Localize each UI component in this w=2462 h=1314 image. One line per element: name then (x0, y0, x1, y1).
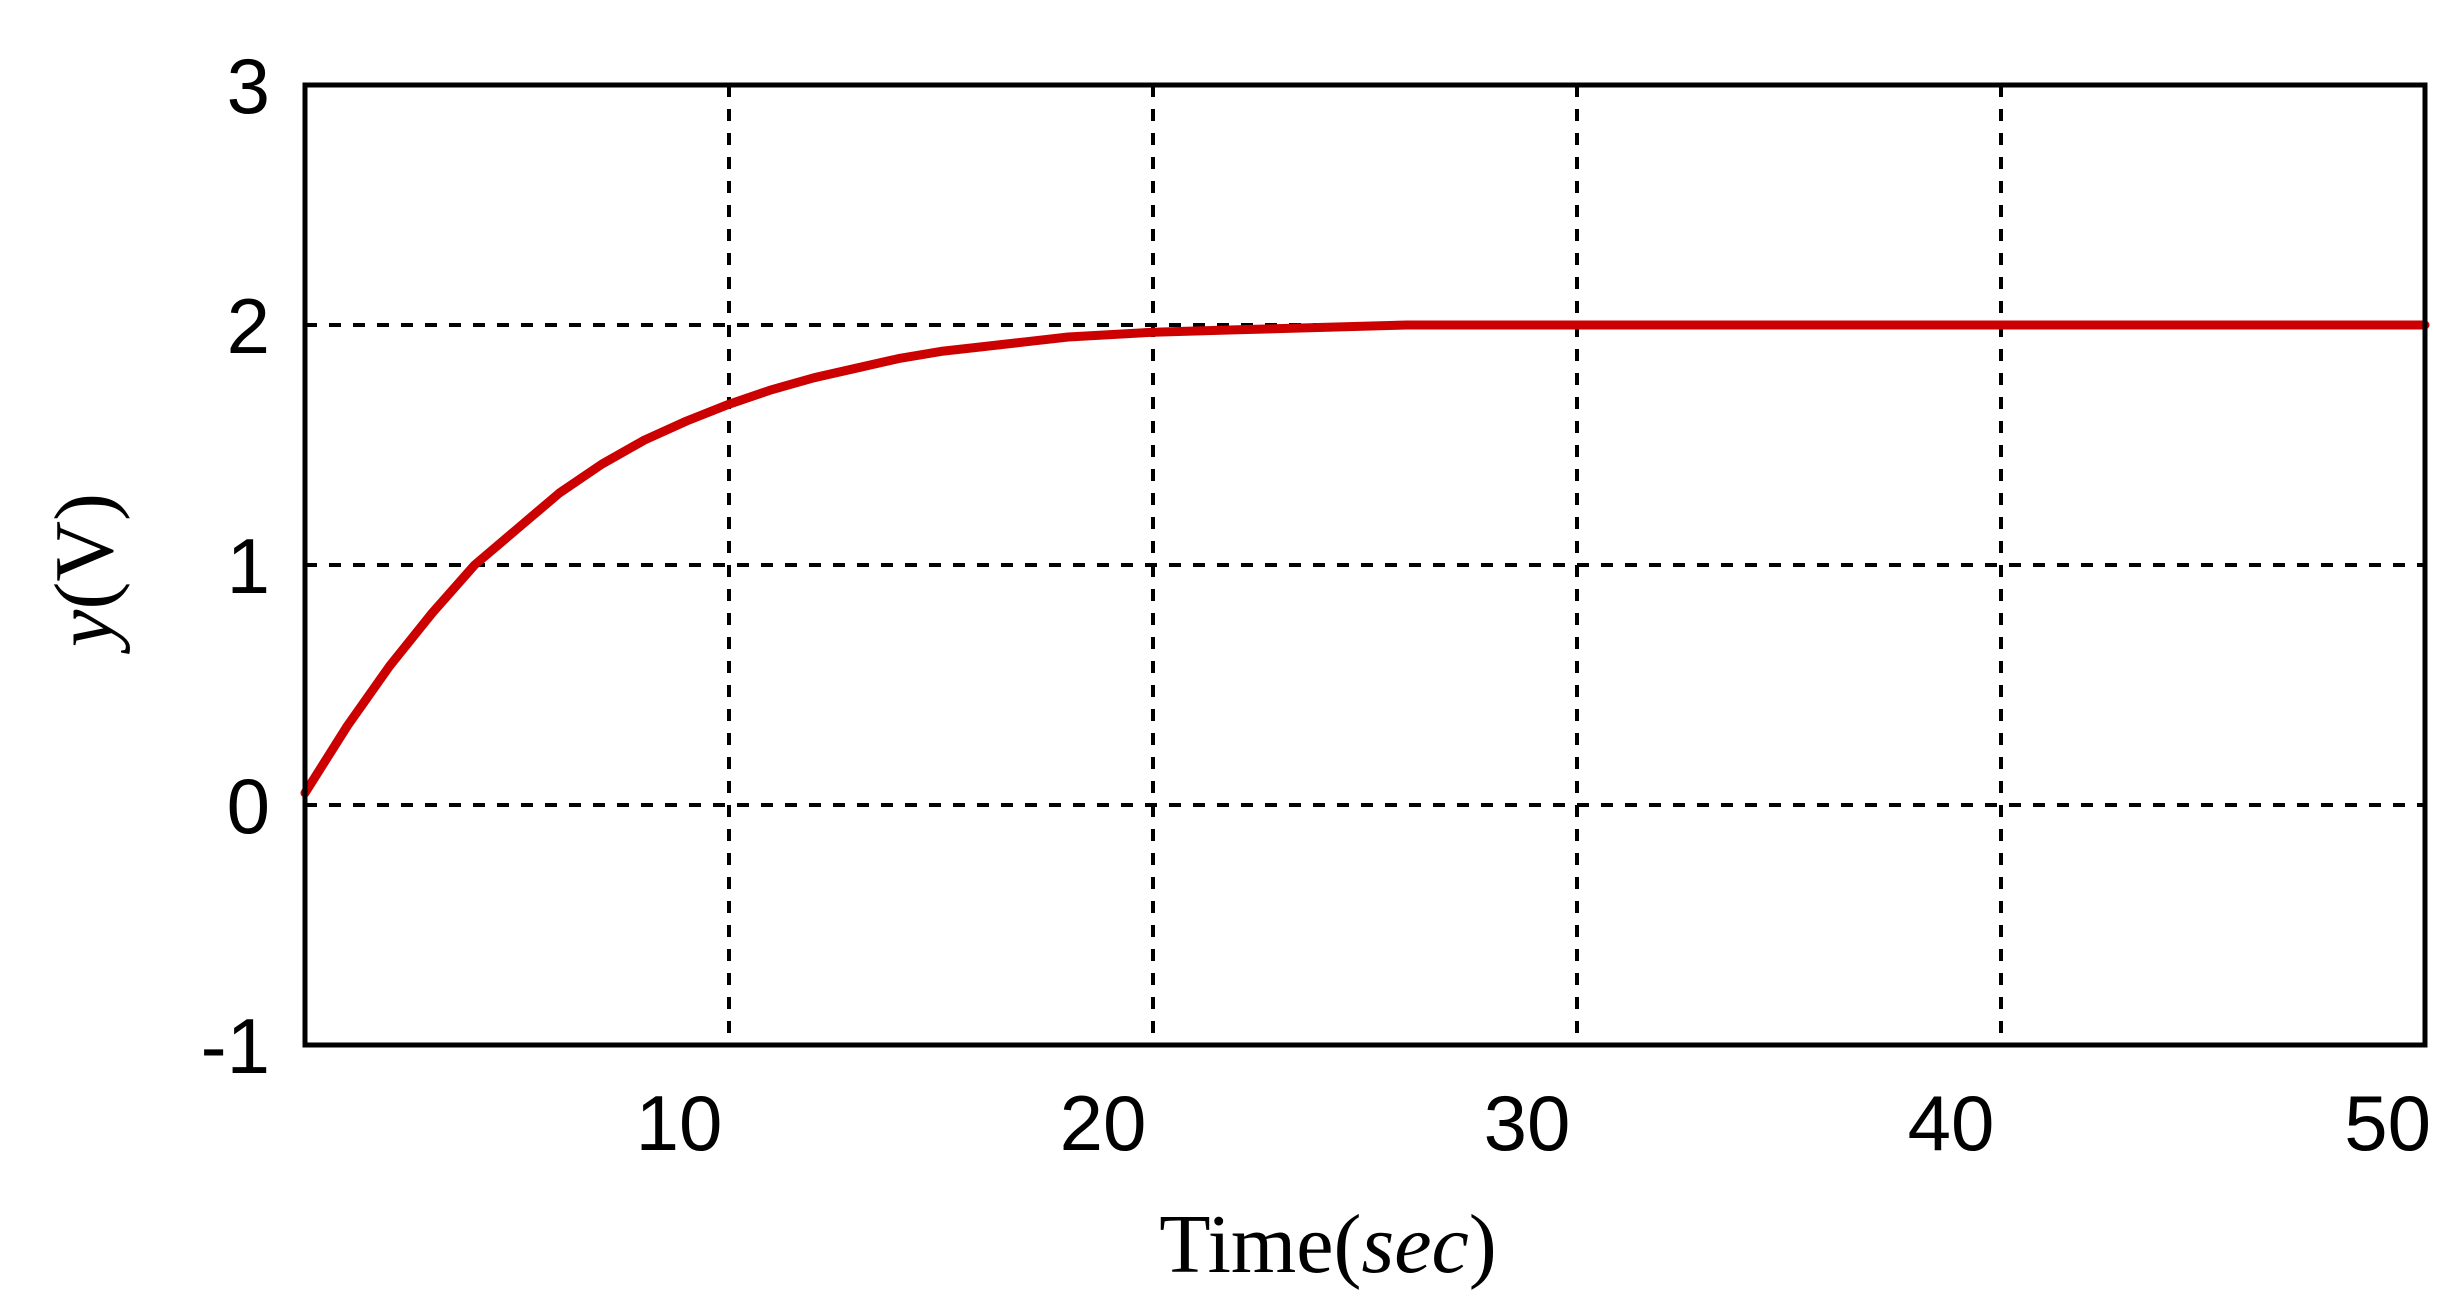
y-tick-label-0: -1 (201, 1002, 270, 1090)
y-tick-label-2: 1 (227, 522, 270, 610)
x-axis-label-close: ) (1469, 1198, 1497, 1291)
x-tick-label-4: 50 (2344, 1079, 2431, 1167)
tick-labels: 10 20 30 40 50 -1 0 1 2 3 (201, 42, 2431, 1167)
y-axis-label-unit: (V) (38, 493, 131, 610)
y-axis-label-main: y (38, 609, 131, 655)
y-tick-label-4: 3 (227, 42, 270, 130)
x-tick-label-3: 40 (1908, 1079, 1995, 1167)
x-tick-label-2: 30 (1484, 1079, 1571, 1167)
x-tick-label-1: 20 (1060, 1079, 1147, 1167)
y-axis-label: y(V) (38, 493, 131, 655)
x-axis-label: Time(sec) (1159, 1198, 1497, 1291)
y-tick-label-1: 0 (227, 762, 270, 850)
series-line-0 (300, 320, 2430, 798)
y-tick-label-3: 2 (227, 282, 270, 370)
x-axis-label-main: Time( (1159, 1198, 1361, 1291)
x-tick-label-0: 10 (636, 1079, 723, 1167)
x-axis-label-unit: sec (1362, 1198, 1469, 1291)
plot-frame (302, 82, 2428, 1048)
series-layer (300, 320, 2430, 798)
